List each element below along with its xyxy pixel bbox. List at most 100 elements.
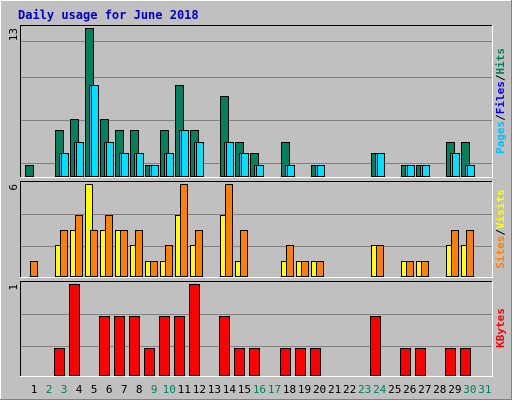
visits-bar-sites-day-27	[421, 261, 429, 277]
kbytes-bar-kbytes-day-9	[144, 348, 155, 376]
visits-bar-sites-day-9	[150, 261, 158, 277]
kbytes-bar-kbytes-day-26	[400, 348, 411, 376]
panel-hits-legend: Pages/Files/Hits	[494, 48, 507, 154]
hits-bar-pages-day-18	[287, 165, 295, 177]
hits-bar-pages-day-9	[151, 165, 159, 177]
legend-separator: /	[494, 114, 507, 121]
x-label-day-4: 4	[76, 383, 83, 396]
legend-separator: /	[494, 229, 507, 236]
x-label-day-1: 1	[31, 383, 38, 396]
x-label-day-7: 7	[121, 383, 128, 396]
hits-bar-hits-day-1	[25, 165, 34, 177]
x-label-day-25: 25	[388, 383, 401, 396]
panel-visits-max-label: 6	[7, 184, 20, 191]
x-label-day-27: 27	[418, 383, 431, 396]
x-label-day-6: 6	[106, 383, 113, 396]
visits-bar-sites-day-8	[135, 230, 143, 277]
visits-bar-sites-day-11	[180, 184, 188, 277]
hits-bar-pages-day-15	[241, 153, 249, 177]
x-label-day-24: 24	[373, 383, 387, 396]
x-label-day-3: 3	[61, 383, 68, 396]
x-axis-labels: 1 2 3 4 5 6 7 8 9 10 11 12 13 14 15 16 17 18 19 20 21 22 23 24 2…	[31, 383, 492, 396]
kbytes-bar-kbytes-day-15	[234, 348, 245, 376]
hits-bar-pages-day-6	[106, 142, 114, 177]
x-label-day-2: 2	[46, 383, 53, 396]
hits-bar-pages-day-5	[91, 85, 99, 177]
x-label-day-20: 20	[313, 383, 326, 396]
panel-kbytes: 1 KBytes	[7, 281, 507, 377]
x-label-day-13: 13	[208, 383, 221, 396]
kbytes-bar-kbytes-day-11	[174, 316, 185, 376]
x-label-day-16: 16	[253, 383, 266, 396]
visits-bar-sites-day-4	[75, 215, 83, 277]
hits-bar-pages-day-8	[136, 153, 144, 177]
hits-bar-pages-day-14	[226, 142, 234, 177]
x-label-day-10: 10	[163, 383, 176, 396]
visits-bar-sites-day-29	[451, 230, 459, 277]
hits-bar-pages-day-12	[196, 142, 204, 177]
panel-visits: 6 Sites/Visits	[7, 181, 507, 278]
legend-separator: /	[494, 74, 507, 81]
kbytes-bar-kbytes-day-16	[249, 348, 260, 376]
kbytes-bar-kbytes-day-3	[54, 348, 65, 376]
kbytes-bar-kbytes-day-4	[69, 284, 80, 376]
kbytes-bar-kbytes-day-19	[295, 348, 306, 376]
hits-bar-pages-day-29	[452, 153, 460, 177]
legend-files: Files	[494, 81, 507, 114]
x-label-day-11: 11	[178, 383, 191, 396]
chart-title: Daily usage for June 2018	[18, 8, 199, 22]
kbytes-bar-kbytes-day-18	[280, 348, 291, 376]
hits-bar-pages-day-11	[181, 130, 189, 177]
visits-bar-sites-day-19	[301, 261, 309, 277]
x-label-day-22: 22	[343, 383, 356, 396]
visits-bar-sites-day-26	[406, 261, 414, 277]
x-label-day-26: 26	[403, 383, 416, 396]
hits-bar-pages-day-24	[377, 153, 385, 177]
panel-kbytes-legend: KBytes	[494, 308, 507, 348]
x-label-day-28: 28	[433, 383, 446, 396]
x-label-day-12: 12	[193, 383, 206, 396]
kbytes-bar-kbytes-day-12	[189, 284, 200, 376]
kbytes-bar-kbytes-day-8	[129, 316, 140, 376]
x-label-day-19: 19	[298, 383, 311, 396]
x-label-day-14: 14	[223, 383, 237, 396]
hits-bar-pages-day-27	[422, 165, 430, 177]
x-label-day-23: 23	[358, 383, 371, 396]
visits-bar-sites-day-5	[90, 230, 98, 277]
hits-bar-pages-day-4	[76, 142, 84, 177]
hits-bar-pages-day-3	[61, 153, 69, 177]
hits-bar-pages-day-10	[166, 153, 174, 177]
hits-bar-pages-day-7	[121, 153, 129, 177]
kbytes-bar-kbytes-day-24	[370, 316, 381, 376]
hits-bar-pages-day-16	[256, 165, 264, 177]
visits-bar-sites-day-30	[466, 230, 474, 277]
x-label-day-30: 30	[463, 383, 476, 396]
panel-kbytes-max-label: 1	[7, 284, 20, 291]
kbytes-bar-kbytes-day-10	[159, 316, 170, 376]
hits-bar-pages-day-30	[467, 165, 475, 177]
x-label-day-21: 21	[328, 383, 341, 396]
panel-hits-max-label: 13	[7, 28, 20, 41]
kbytes-bar-kbytes-day-20	[310, 348, 321, 376]
legend-hits: Hits	[494, 48, 507, 75]
x-label-day-5: 5	[91, 383, 98, 396]
kbytes-bar-kbytes-day-29	[445, 348, 456, 376]
hits-bar-pages-day-26	[407, 165, 415, 177]
kbytes-bar-kbytes-day-27	[415, 348, 426, 376]
legend-sites: Sites	[494, 236, 507, 269]
kbytes-bar-kbytes-day-7	[114, 316, 125, 376]
visits-bar-sites-day-10	[165, 245, 173, 277]
visits-bar-sites-day-1	[30, 261, 38, 277]
hits-bar-pages-day-20	[317, 165, 325, 177]
kbytes-bar-kbytes-day-6	[99, 316, 110, 376]
visits-bar-sites-day-20	[316, 261, 324, 277]
legend-pages: Pages	[494, 121, 507, 154]
legend-kbytes: KBytes	[494, 308, 507, 348]
visits-bar-sites-day-15	[240, 230, 248, 277]
kbytes-bar-kbytes-day-30	[460, 348, 471, 376]
visits-bar-sites-day-6	[105, 215, 113, 277]
visits-bar-sites-day-14	[225, 184, 233, 277]
